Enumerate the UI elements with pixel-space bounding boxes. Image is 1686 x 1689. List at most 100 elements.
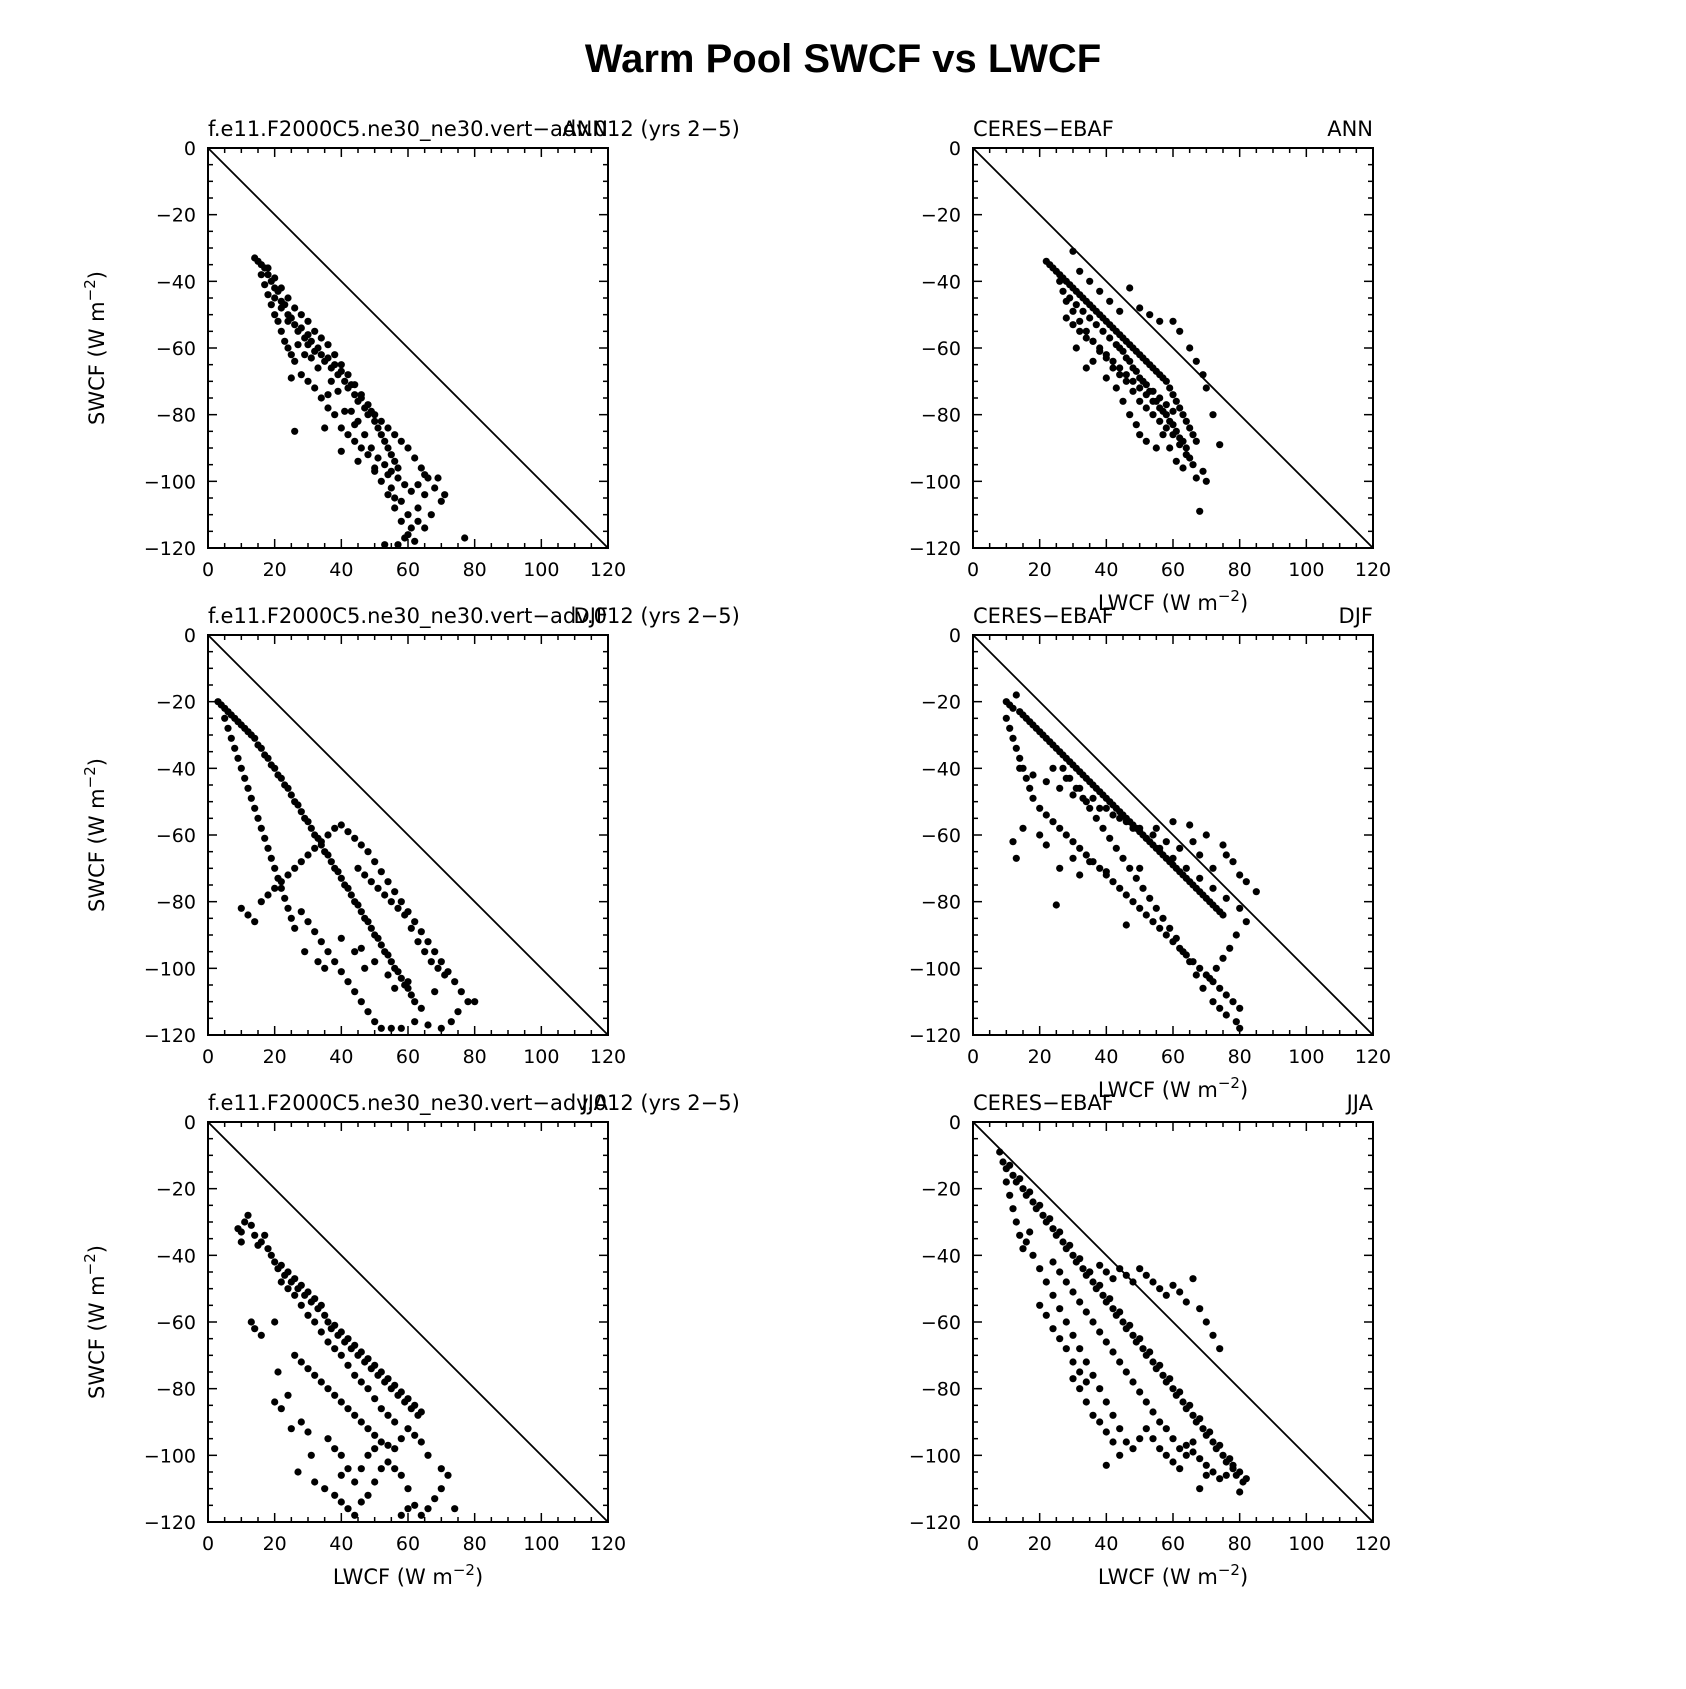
scatter-point [417, 464, 425, 472]
scatter-point [1202, 384, 1210, 392]
x-axis-label: LWCF (W m−2) [1098, 587, 1248, 615]
reference-line [207, 147, 609, 549]
x-tick-label: 120 [590, 559, 626, 581]
scatter-point [317, 1301, 325, 1309]
scatter-point [1002, 1178, 1010, 1186]
scatter-point [381, 541, 389, 549]
scatter-point [1092, 321, 1100, 329]
scatter-point [241, 1218, 249, 1226]
scatter-point [1166, 384, 1174, 392]
scatter-point [444, 1471, 452, 1479]
scatter-point [437, 1465, 445, 1473]
panel-4: 0 20 40 60 80 100 120 0 −20 −40 −60 −80 −100 −120 CERE… [909, 604, 1391, 1102]
scatter-point [1059, 287, 1067, 295]
x-tick-label: 20 [263, 559, 287, 581]
y-tick-label: −120 [909, 1512, 961, 1534]
x-tick-label: 60 [1161, 1046, 1185, 1068]
scatter-point [1126, 864, 1134, 872]
x-tick-label: 20 [1028, 1046, 1052, 1068]
scatter-point [357, 444, 365, 452]
scatter-point [307, 824, 315, 832]
scatter-point [367, 878, 375, 886]
scatter-point [321, 424, 329, 432]
scatter-point [287, 1425, 295, 1433]
scatter-point [1119, 397, 1127, 405]
scatter-point [1189, 1411, 1197, 1419]
scatter-point [287, 791, 295, 799]
scatter-point [1102, 868, 1110, 876]
scatter-point [1022, 1238, 1030, 1246]
scatter-point [237, 1228, 245, 1236]
scatter-point [434, 964, 442, 972]
scatter-point [1042, 811, 1050, 819]
scatter-point [1076, 1255, 1084, 1263]
scatter-point [1189, 1275, 1197, 1283]
scatter-point [367, 444, 375, 452]
scatter-point [1136, 864, 1144, 872]
scatter-point [291, 864, 299, 872]
scatter-point [1176, 844, 1184, 852]
scatter-point [277, 878, 285, 886]
scatter-point [364, 1491, 372, 1499]
scatter-point [381, 461, 389, 469]
scatter-point [391, 1465, 399, 1473]
scatter-point [291, 1275, 299, 1283]
scatter-point [364, 451, 372, 459]
scatter-point [364, 401, 372, 409]
scatter-point [391, 1418, 399, 1426]
scatter-point [1139, 1345, 1147, 1353]
scatter-point [1156, 1445, 1164, 1453]
scatter-point [1172, 397, 1180, 405]
scatter-point [327, 858, 335, 866]
scatter-point [1099, 327, 1107, 335]
scatter-point [1252, 888, 1260, 896]
y-tick-label: −80 [156, 405, 196, 427]
scatter-point [404, 1485, 412, 1493]
scatter-point [271, 294, 279, 302]
scatter-point [1082, 327, 1090, 335]
scatter-point [1156, 844, 1164, 852]
scatter-point [411, 1431, 419, 1439]
scatter-point [1142, 437, 1150, 445]
scatter-point [324, 851, 332, 859]
scatter-point [394, 474, 402, 482]
scatter-point [371, 958, 379, 966]
scatter-point [1056, 784, 1064, 792]
scatter-point [377, 941, 385, 949]
scatter-point [344, 1465, 352, 1473]
x-tick-label: 20 [263, 1046, 287, 1068]
scatter-point [351, 1371, 359, 1379]
scatter-point [1162, 931, 1170, 939]
panel-left-label: f.e11.F2000C5.ne30_ne30.vert−adv.012 (yr… [208, 117, 740, 142]
scatter-point [1042, 778, 1050, 786]
scatter-point [411, 998, 419, 1006]
scatter-point [397, 1471, 405, 1479]
scatter-point [1026, 784, 1034, 792]
scatter-point [397, 1388, 405, 1396]
scatter-point [1056, 1335, 1064, 1343]
scatter-point [237, 1238, 245, 1246]
scatter-point [1229, 998, 1237, 1006]
scatter-point [287, 351, 295, 359]
scatter-point [1096, 344, 1104, 352]
y-tick-label: 0 [949, 625, 961, 647]
panel-right-label: JJA [580, 1091, 609, 1115]
scatter-point [1049, 764, 1057, 772]
scatter-point [1122, 1271, 1130, 1279]
scatter-point [1012, 744, 1020, 752]
scatter-point [371, 1431, 379, 1439]
scatter-point [264, 1245, 272, 1253]
scatter-point [1179, 437, 1187, 445]
scatter-point [404, 978, 412, 986]
y-axis-label: SWCF (W m−2) [81, 271, 109, 425]
scatter-point [231, 744, 239, 752]
scatter-point [1202, 1318, 1210, 1326]
scatter-point [1186, 958, 1194, 966]
scatter-point [264, 754, 272, 762]
scatter-point [1152, 397, 1160, 405]
scatter-point [1046, 1215, 1054, 1223]
scatter-point [1009, 734, 1017, 742]
scatter-point [371, 1018, 379, 1026]
scatter-point [431, 948, 439, 956]
scatter-point [1086, 804, 1094, 812]
